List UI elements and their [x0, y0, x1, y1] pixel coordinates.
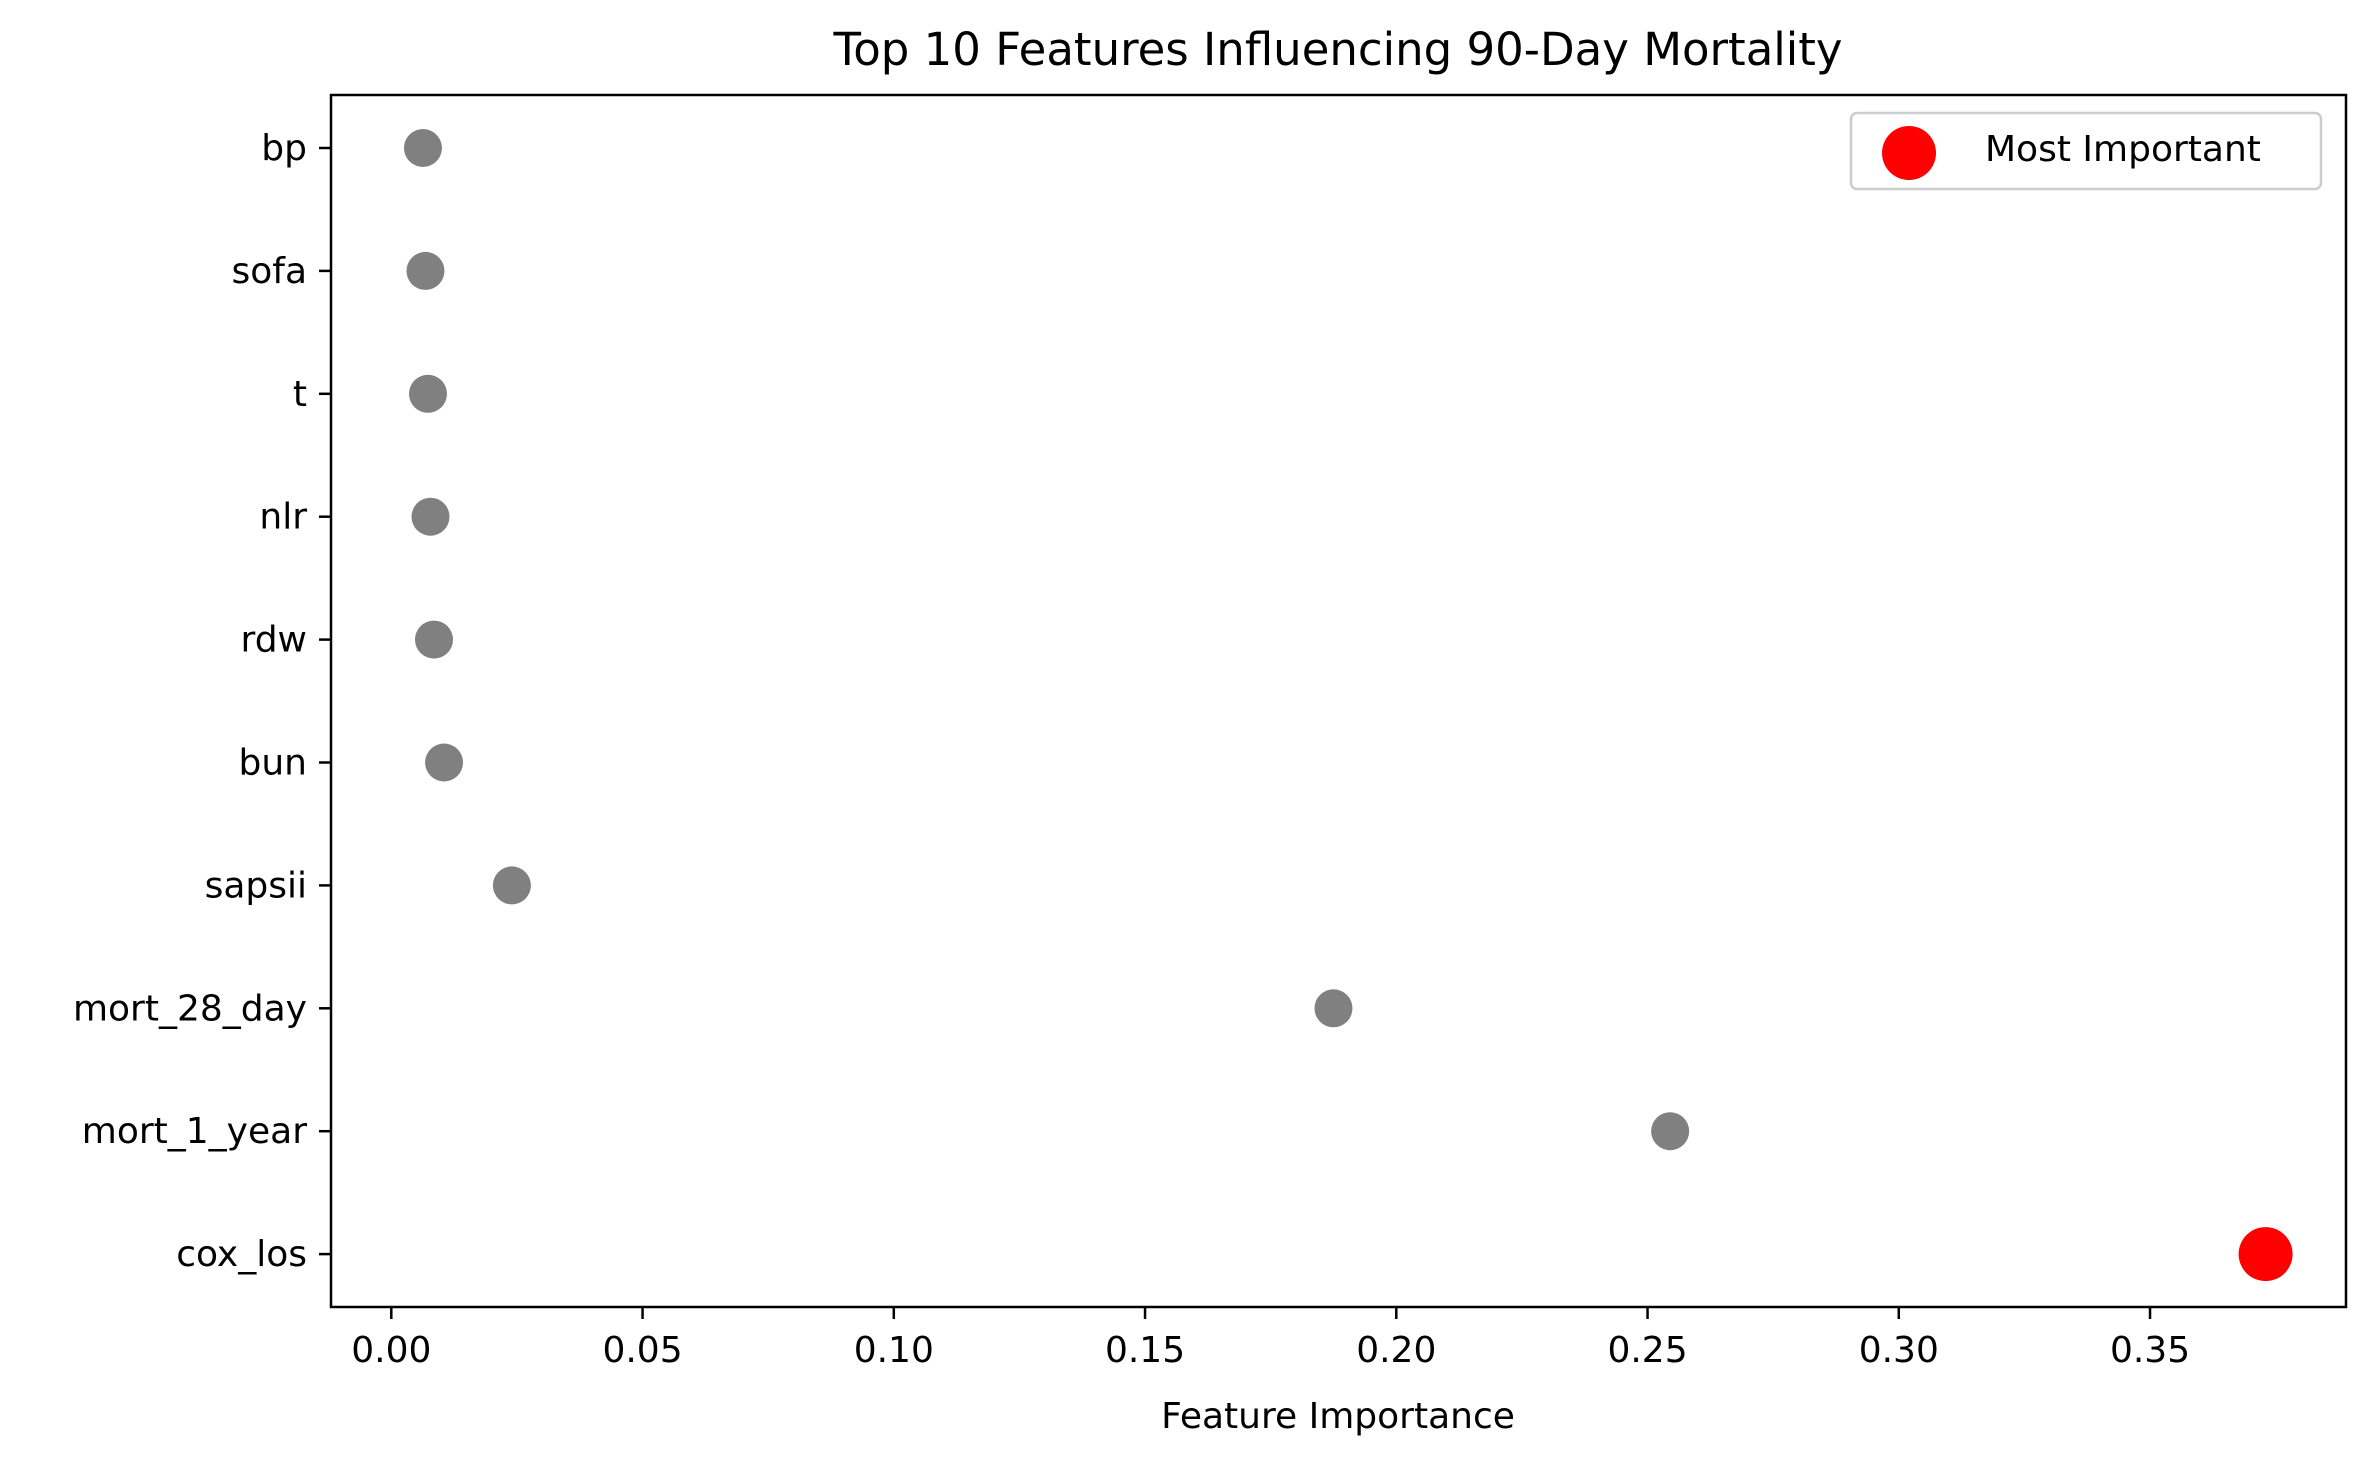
y-tick-label: nlr: [259, 497, 307, 538]
x-tick-label: 0.10: [854, 1330, 934, 1371]
x-tick-label: 0.30: [1859, 1330, 1939, 1371]
y-tick-label: cox_los: [176, 1234, 307, 1275]
x-tick-label: 0.15: [1105, 1330, 1185, 1371]
data-point: [1314, 989, 1353, 1028]
x-tick-label: 0.00: [351, 1330, 431, 1371]
x-tick-label: 0.25: [1607, 1330, 1687, 1371]
x-tick-label: 0.35: [2110, 1330, 2190, 1371]
y-tick-label: sofa: [231, 251, 307, 292]
x-tick-label: 0.20: [1356, 1330, 1436, 1371]
x-axis-label: Feature Importance: [1161, 1396, 1515, 1437]
data-point: [408, 374, 447, 413]
y-tick-label: t: [293, 374, 307, 415]
x-tick-label: 0.05: [602, 1330, 682, 1371]
data-points: [403, 129, 2293, 1282]
legend: Most Important: [1849, 111, 2323, 191]
x-axis: 0.00 0.05 0.10 0.15 0.20 0.25 0.30 0.35: [351, 1307, 2190, 1371]
legend-label: Most Important: [1985, 129, 2261, 170]
y-tick-label: mort_1_year: [82, 1111, 307, 1152]
data-point: [492, 866, 531, 905]
plot-frame: [329, 93, 2348, 1309]
data-point-highlight: [2238, 1227, 2293, 1282]
data-point: [415, 620, 454, 659]
data-point: [1651, 1112, 1690, 1151]
y-tick-label: rdw: [241, 620, 307, 661]
y-tick-label: mort_28_day: [73, 988, 307, 1029]
data-point: [406, 251, 445, 290]
y-tick-label: sapsii: [205, 865, 307, 906]
y-axis: bp sofa t nlr rdw bun sapsii mort_28_day mort_1_…: [73, 128, 331, 1275]
data-point: [425, 743, 464, 782]
data-point: [411, 497, 450, 536]
legend-box: [1849, 111, 2323, 191]
y-tick-label: bp: [261, 128, 307, 169]
y-tick-label: bun: [239, 743, 307, 784]
data-point: [403, 129, 442, 167]
legend-marker: [1882, 126, 1936, 180]
chart-title: Top 10 Features Influencing 90-Day Morta…: [832, 23, 1842, 76]
